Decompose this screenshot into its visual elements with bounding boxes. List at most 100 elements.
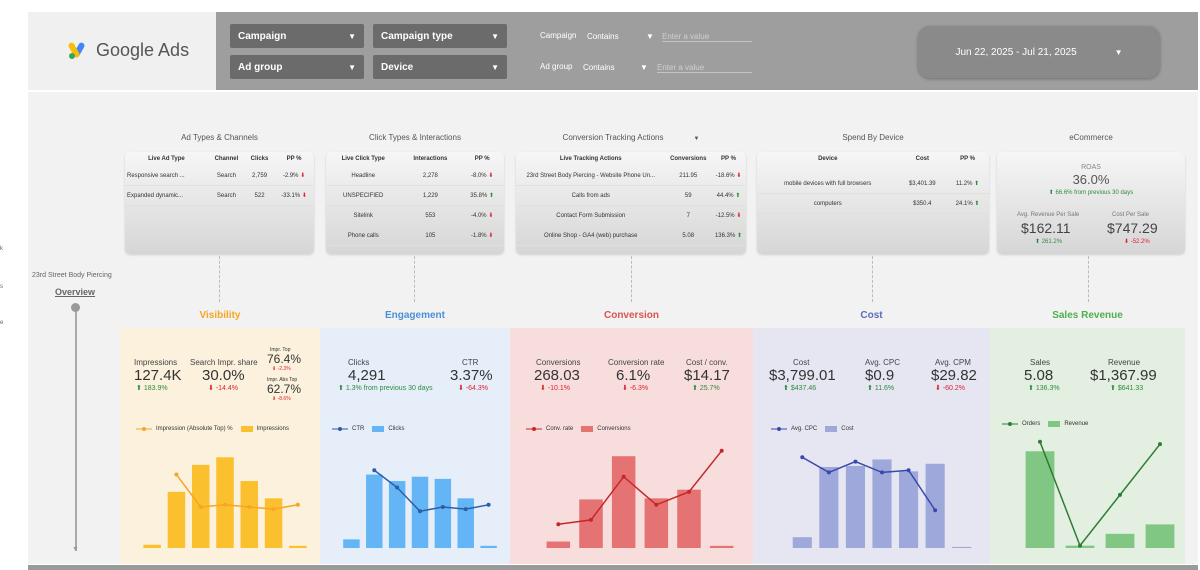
chart-bar[interactable] bbox=[343, 539, 360, 548]
chart-point[interactable] bbox=[800, 455, 805, 460]
column-header[interactable]: Live Ad Type bbox=[148, 156, 185, 162]
chart-bar[interactable] bbox=[819, 467, 839, 548]
chart-point[interactable] bbox=[440, 504, 445, 509]
chart-bar[interactable] bbox=[143, 544, 161, 548]
overview-link[interactable]: Overview bbox=[55, 287, 96, 297]
chart-bar[interactable] bbox=[434, 478, 452, 548]
chart-point[interactable] bbox=[719, 448, 724, 453]
chart-point[interactable] bbox=[1118, 492, 1122, 497]
table-row[interactable]: UNSPECIFIED 1,229 35.8% ⬆ bbox=[326, 185, 504, 206]
column-header[interactable]: Live Tracking Actions bbox=[559, 156, 622, 162]
column-header[interactable]: PP % bbox=[286, 156, 302, 162]
chart-bar[interactable] bbox=[644, 498, 669, 548]
column-header[interactable]: PP % bbox=[721, 156, 736, 162]
chart-point[interactable] bbox=[933, 508, 938, 513]
section-title-conversion-tracking[interactable]: Conversion Tracking Actions ▼ bbox=[516, 133, 746, 142]
chart-point[interactable] bbox=[906, 468, 911, 473]
campaign-type-dropdown[interactable]: Campaign type ▼ bbox=[373, 24, 507, 48]
chart-point[interactable] bbox=[880, 470, 884, 475]
chart-bar[interactable] bbox=[546, 541, 571, 548]
chart-bar[interactable] bbox=[167, 491, 186, 548]
chart-point[interactable] bbox=[486, 502, 491, 507]
table-row[interactable]: Calls from ads 59 44.4% ⬆ bbox=[516, 185, 746, 206]
chart-point[interactable] bbox=[418, 509, 422, 514]
column-header[interactable]: Live Click Type bbox=[341, 156, 385, 162]
chart-bar[interactable] bbox=[899, 471, 919, 548]
chart-point[interactable] bbox=[1038, 439, 1042, 444]
arrow-down-icon: ⬇ bbox=[736, 213, 742, 219]
campaign-filter-input[interactable]: Enter a value bbox=[662, 32, 752, 42]
chart-bar[interactable] bbox=[366, 474, 383, 548]
chart-bar[interactable] bbox=[611, 456, 636, 548]
chart-point[interactable] bbox=[654, 502, 659, 507]
date-range-picker[interactable]: Jun 22, 2025 - Jul 21, 2025 ▼ bbox=[918, 26, 1160, 78]
table-row[interactable]: Contact Form Submission 7 -12.5% ⬇ bbox=[516, 205, 746, 226]
chart-bar[interactable] bbox=[1145, 524, 1175, 548]
chart-point[interactable] bbox=[853, 459, 858, 464]
column-header[interactable]: Device bbox=[818, 156, 838, 162]
chart-bar[interactable] bbox=[289, 545, 307, 548]
engagement-heading: Engagement bbox=[384, 310, 445, 321]
column-header[interactable]: Conversions bbox=[670, 156, 707, 162]
chart-bar[interactable] bbox=[677, 489, 701, 548]
chart-point[interactable] bbox=[395, 485, 400, 490]
table-row[interactable]: Phone calls 105 -1.8% ⬇ bbox=[326, 225, 504, 246]
column-header[interactable]: Interactions bbox=[413, 156, 448, 162]
chart-point[interactable] bbox=[223, 502, 227, 507]
device-dropdown[interactable]: Device ▼ bbox=[373, 55, 507, 79]
chart-bar[interactable] bbox=[480, 545, 497, 548]
chart-bar[interactable] bbox=[240, 481, 259, 548]
campaign-dropdown[interactable]: Campaign ▼ bbox=[230, 24, 364, 48]
table-row[interactable]: Headline 2,278 -8.0% ⬇ bbox=[326, 166, 504, 186]
column-header[interactable]: PP % bbox=[474, 156, 490, 162]
chart-point[interactable] bbox=[1078, 543, 1082, 548]
column-header[interactable]: Channel bbox=[214, 156, 239, 162]
chart-bar[interactable] bbox=[925, 463, 945, 548]
chart-bar[interactable] bbox=[709, 545, 734, 548]
table-row[interactable]: mobile devices with full browsers $3,401.… bbox=[757, 174, 989, 194]
column-header[interactable]: PP % bbox=[960, 156, 975, 162]
chart-bar[interactable] bbox=[952, 546, 972, 548]
conversions-label: Conversions bbox=[536, 358, 581, 367]
campaign-operator-select[interactable]: Contains bbox=[587, 32, 619, 41]
sidebar-nav-item[interactable]: e bbox=[0, 320, 4, 326]
chart-bar[interactable] bbox=[457, 498, 474, 548]
column-header[interactable]: Cost bbox=[915, 156, 929, 162]
chart-bar[interactable] bbox=[792, 537, 812, 548]
chart-bar[interactable] bbox=[216, 457, 234, 548]
chart-point[interactable] bbox=[826, 470, 831, 475]
table-row[interactable]: Responsive search ... Search 2,759 -2.9%… bbox=[125, 166, 314, 186]
chart-point[interactable] bbox=[174, 472, 179, 477]
ad-group-operator-select[interactable]: Contains bbox=[583, 63, 615, 72]
chart-bar[interactable] bbox=[388, 481, 406, 548]
table-row[interactable]: computers $350.4 24.1% ⬆ bbox=[757, 193, 989, 214]
ad-group-filter-input[interactable]: Enter a value bbox=[657, 63, 752, 73]
chart-point[interactable] bbox=[247, 504, 252, 509]
bar-legend-icon bbox=[581, 426, 594, 432]
chart-bar[interactable] bbox=[872, 459, 892, 548]
chart-point[interactable] bbox=[198, 504, 203, 509]
chart-point[interactable] bbox=[621, 474, 626, 479]
chart-bar[interactable] bbox=[264, 498, 283, 548]
table-row[interactable]: Online Shop - GA4 (web) purchase 5.08 136.… bbox=[516, 225, 746, 246]
chart-point[interactable] bbox=[295, 502, 300, 507]
chart-point[interactable] bbox=[1158, 442, 1162, 447]
chart-point[interactable] bbox=[687, 489, 691, 494]
chart-bar[interactable] bbox=[579, 499, 603, 548]
chart-point[interactable] bbox=[463, 507, 468, 512]
chart-point[interactable] bbox=[372, 468, 377, 473]
table-row[interactable]: Sitelink 553 -4.0% ⬇ bbox=[326, 205, 504, 226]
chart-bar[interactable] bbox=[1025, 451, 1055, 548]
chart-point[interactable] bbox=[589, 517, 593, 522]
table-row[interactable]: 23rd Street Body Piercing - Website Phon… bbox=[516, 166, 746, 186]
chart-point[interactable] bbox=[271, 507, 276, 512]
sales-delta: ⬆ 136.3% bbox=[1028, 384, 1060, 392]
chart-bar[interactable] bbox=[1105, 533, 1135, 548]
column-header[interactable]: Clicks bbox=[250, 156, 269, 162]
table-row[interactable]: Expanded dynamic... Search 522 -33.1% ⬇ bbox=[125, 185, 314, 206]
ad-group-dropdown[interactable]: Ad group ▼ bbox=[230, 55, 364, 79]
chart-point[interactable] bbox=[556, 522, 561, 527]
chart-bar[interactable] bbox=[845, 465, 865, 548]
sidebar-nav-item[interactable]: s bbox=[0, 284, 3, 290]
sidebar-nav-item[interactable]: k bbox=[0, 246, 3, 252]
